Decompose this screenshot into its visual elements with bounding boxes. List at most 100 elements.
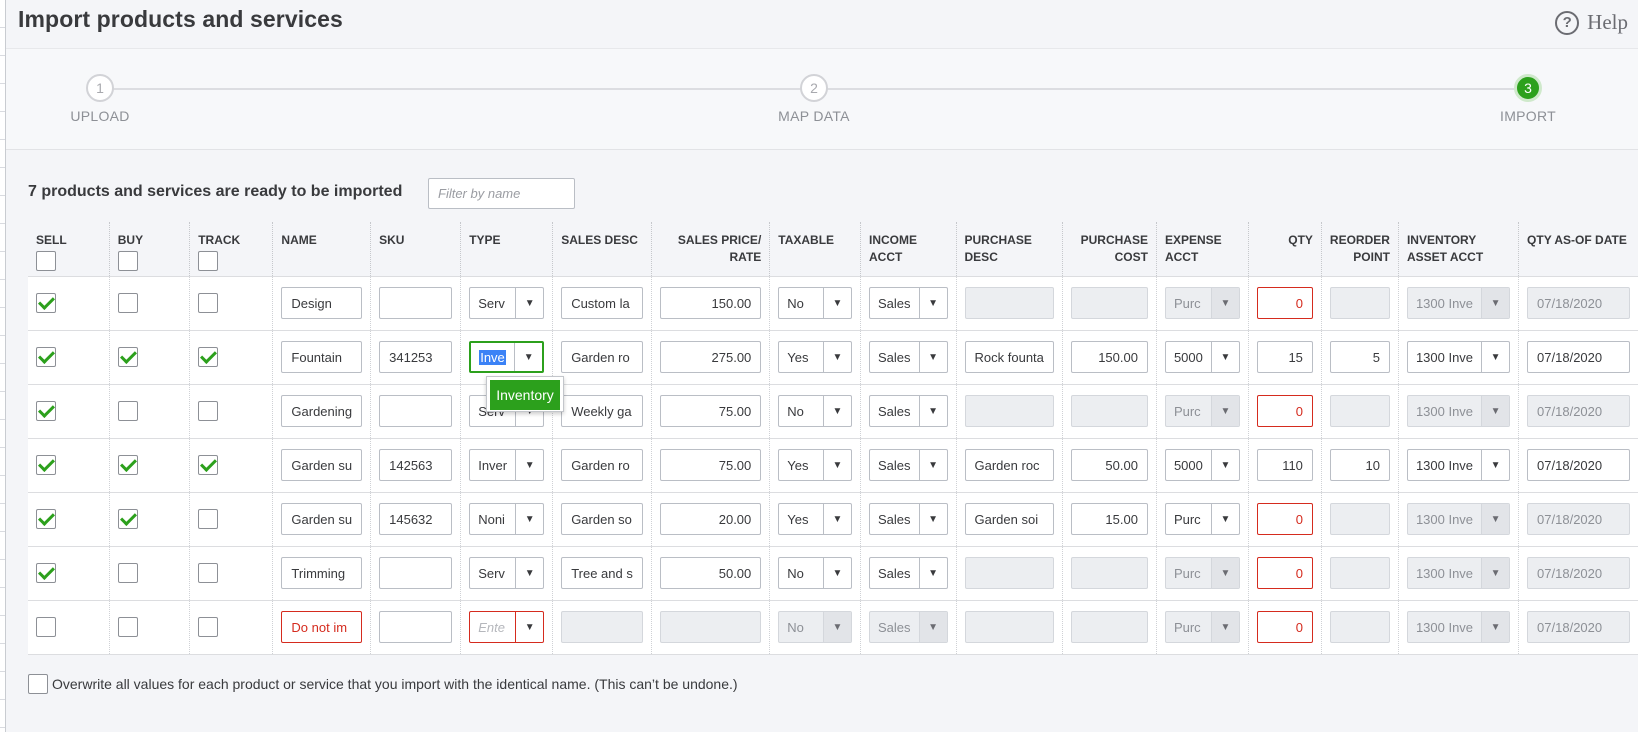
track-checkbox[interactable] bbox=[198, 563, 219, 583]
chevron-down-icon[interactable]: ▼ bbox=[822, 342, 851, 372]
taxable-select[interactable]: Yes ▼ bbox=[778, 503, 852, 535]
chevron-down-icon[interactable]: ▼ bbox=[1210, 288, 1239, 318]
chevron-down-icon[interactable]: ▼ bbox=[822, 396, 851, 426]
income-acct-select[interactable]: Sales ▼ bbox=[868, 557, 948, 589]
reorder-point-field[interactable] bbox=[1329, 503, 1390, 535]
qty-field[interactable]: 0 bbox=[1256, 557, 1313, 589]
sales-desc-field[interactable] bbox=[561, 611, 643, 643]
chevron-down-icon[interactable]: ▼ bbox=[822, 504, 851, 534]
name-field[interactable]: Fountain bbox=[281, 341, 363, 373]
chevron-down-icon[interactable]: ▼ bbox=[822, 288, 851, 318]
taxable-select[interactable]: No ▼ bbox=[778, 395, 852, 427]
name-field[interactable]: Trimming bbox=[281, 557, 363, 589]
buy-checkbox[interactable] bbox=[117, 293, 138, 313]
qty-as-of-date-field[interactable]: 07/18/2020 bbox=[1527, 449, 1630, 481]
chevron-down-icon[interactable]: ▼ bbox=[514, 343, 542, 371]
sales-desc-field[interactable]: Garden so bbox=[561, 503, 643, 535]
type-select[interactable]: Noni ▼ bbox=[469, 503, 545, 535]
purchase-desc-field[interactable]: Garden soi bbox=[964, 503, 1054, 535]
sell-checkbox[interactable] bbox=[36, 347, 56, 367]
sales-desc-field[interactable]: Tree and s bbox=[561, 557, 643, 589]
qty-field[interactable]: 0 bbox=[1256, 287, 1313, 319]
type-select[interactable]: Inve ▼ bbox=[469, 341, 545, 373]
buy-checkbox[interactable] bbox=[117, 347, 138, 367]
purchase-cost-field[interactable] bbox=[1070, 395, 1148, 427]
qty-as-of-date-field[interactable]: 07/18/2020 bbox=[1527, 287, 1630, 319]
track-checkbox[interactable] bbox=[198, 509, 219, 529]
chevron-down-icon[interactable]: ▼ bbox=[515, 450, 543, 480]
help-link[interactable]: ? Help bbox=[1555, 10, 1628, 35]
reorder-point-field[interactable] bbox=[1329, 395, 1390, 427]
chevron-down-icon[interactable]: ▼ bbox=[918, 612, 947, 642]
chevron-down-icon[interactable]: ▼ bbox=[918, 504, 947, 534]
qty-as-of-date-field[interactable]: 07/18/2020 bbox=[1527, 557, 1630, 589]
sku-field[interactable]: 341253 bbox=[379, 341, 453, 373]
sell-checkbox[interactable] bbox=[36, 563, 56, 583]
chevron-down-icon[interactable]: ▼ bbox=[822, 612, 851, 642]
income-acct-select[interactable]: Sales ▼ bbox=[868, 341, 948, 373]
track-checkbox[interactable] bbox=[198, 401, 219, 421]
sales-desc-field[interactable]: Weekly ga bbox=[561, 395, 643, 427]
taxable-select[interactable]: No ▼ bbox=[778, 287, 852, 319]
expense-acct-select[interactable]: 5000 ▼ bbox=[1164, 341, 1240, 373]
chevron-down-icon[interactable]: ▼ bbox=[1481, 396, 1510, 426]
sku-field[interactable]: 145632 bbox=[379, 503, 453, 535]
chevron-down-icon[interactable]: ▼ bbox=[918, 342, 947, 372]
qty-as-of-date-field[interactable]: 07/18/2020 bbox=[1527, 611, 1630, 643]
qty-field[interactable]: 0 bbox=[1256, 503, 1313, 535]
chevron-down-icon[interactable]: ▼ bbox=[918, 288, 947, 318]
buy-checkbox[interactable] bbox=[117, 617, 138, 637]
sku-field[interactable]: 142563 bbox=[379, 449, 453, 481]
income-acct-select[interactable]: Sales ▼ bbox=[868, 503, 948, 535]
chevron-down-icon[interactable]: ▼ bbox=[1210, 612, 1239, 642]
taxable-select[interactable]: No ▼ bbox=[778, 611, 852, 643]
name-field[interactable]: Gardening bbox=[281, 395, 363, 427]
reorder-point-field[interactable] bbox=[1329, 557, 1390, 589]
name-field[interactable]: Do not im bbox=[281, 611, 363, 643]
chevron-down-icon[interactable]: ▼ bbox=[918, 396, 947, 426]
qty-field[interactable]: 110 bbox=[1256, 449, 1313, 481]
expense-acct-select[interactable]: Purc ▼ bbox=[1164, 503, 1240, 535]
chevron-down-icon[interactable]: ▼ bbox=[1481, 558, 1510, 588]
chevron-down-icon[interactable]: ▼ bbox=[1481, 342, 1509, 372]
inventory-asset-acct-select[interactable]: 1300 Inve ▼ bbox=[1406, 503, 1511, 535]
sku-field[interactable] bbox=[379, 611, 453, 643]
name-field[interactable]: Garden su bbox=[281, 449, 363, 481]
purchase-desc-field[interactable] bbox=[964, 557, 1054, 589]
inventory-asset-acct-select[interactable]: 1300 Inve ▼ bbox=[1406, 341, 1511, 373]
qty-as-of-date-field[interactable]: 07/18/2020 bbox=[1527, 395, 1630, 427]
track-checkbox[interactable] bbox=[198, 617, 219, 637]
chevron-down-icon[interactable]: ▼ bbox=[515, 504, 543, 534]
qty-as-of-date-field[interactable]: 07/18/2020 bbox=[1527, 341, 1630, 373]
expense-acct-select[interactable]: Purc ▼ bbox=[1164, 395, 1240, 427]
purchase-cost-field[interactable] bbox=[1070, 611, 1148, 643]
taxable-select[interactable]: Yes ▼ bbox=[778, 341, 852, 373]
purchase-desc-field[interactable]: Garden roc bbox=[964, 449, 1054, 481]
inventory-asset-acct-select[interactable]: 1300 Inve ▼ bbox=[1406, 287, 1511, 319]
sell-checkbox[interactable] bbox=[36, 617, 56, 637]
track-checkbox[interactable] bbox=[198, 455, 219, 475]
purchase-desc-field[interactable] bbox=[964, 395, 1054, 427]
purchase-desc-field[interactable] bbox=[964, 287, 1054, 319]
chevron-down-icon[interactable]: ▼ bbox=[1210, 558, 1239, 588]
taxable-select[interactable]: No ▼ bbox=[778, 557, 852, 589]
income-acct-select[interactable]: Sales ▼ bbox=[868, 395, 948, 427]
chevron-down-icon[interactable]: ▼ bbox=[1210, 342, 1239, 372]
expense-acct-select[interactable]: Purc ▼ bbox=[1164, 557, 1240, 589]
purchase-cost-field[interactable]: 150.00 bbox=[1070, 341, 1148, 373]
chevron-down-icon[interactable]: ▼ bbox=[918, 558, 947, 588]
type-select[interactable]: Inver ▼ bbox=[469, 449, 545, 481]
sales-price-field[interactable]: 275.00 bbox=[659, 341, 762, 373]
purchase-desc-field[interactable]: Rock founta bbox=[964, 341, 1054, 373]
buy-checkbox[interactable] bbox=[117, 509, 138, 529]
chevron-down-icon[interactable]: ▼ bbox=[1481, 612, 1510, 642]
sell-checkbox[interactable] bbox=[36, 455, 56, 475]
reorder-point-field[interactable] bbox=[1329, 611, 1390, 643]
select-all-sell-checkbox[interactable] bbox=[36, 251, 56, 271]
reorder-point-field[interactable]: 10 bbox=[1329, 449, 1390, 481]
sales-price-field[interactable]: 150.00 bbox=[659, 287, 762, 319]
chevron-down-icon[interactable]: ▼ bbox=[515, 612, 543, 642]
purchase-cost-field[interactable] bbox=[1070, 557, 1148, 589]
track-checkbox[interactable] bbox=[198, 347, 219, 367]
track-checkbox[interactable] bbox=[198, 293, 219, 313]
